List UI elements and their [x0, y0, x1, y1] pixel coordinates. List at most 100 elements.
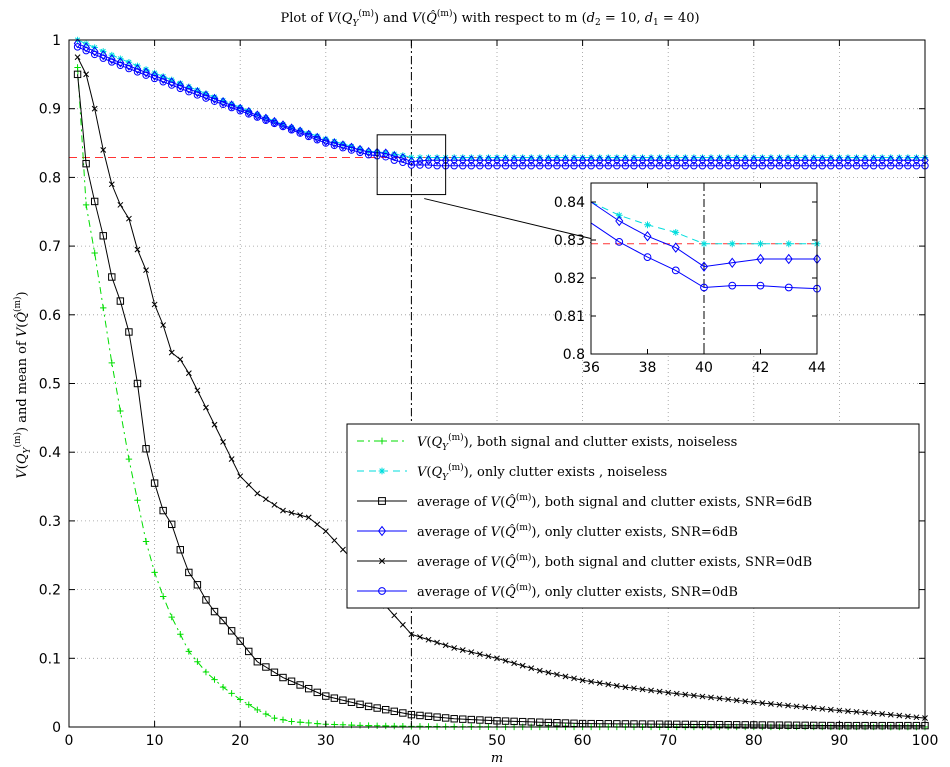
- data-point: [861, 155, 869, 166]
- inset-y-tick-label: 0.8: [563, 347, 585, 363]
- data-point: [784, 721, 792, 729]
- data-point: [862, 709, 868, 716]
- y-tick-label: 0.5: [39, 377, 61, 393]
- data-point: [417, 634, 423, 640]
- data-point: [279, 121, 287, 128]
- y-tick-label: 0.4: [39, 445, 61, 461]
- data-point: [339, 144, 347, 152]
- data-point: [554, 671, 560, 678]
- data-point: [382, 705, 390, 714]
- x-tick-label: 20: [231, 733, 249, 749]
- data-point: [681, 720, 690, 729]
- data-point: [613, 154, 621, 161]
- data-point: [528, 154, 535, 161]
- data-point: [382, 153, 390, 161]
- y-tick-label: 0.8: [39, 170, 61, 186]
- data-point: [715, 162, 724, 170]
- data-point: [339, 696, 347, 704]
- inset-data-point: [728, 240, 736, 248]
- series-6: [73, 43, 929, 170]
- data-point: [82, 42, 90, 53]
- data-point: [501, 162, 510, 170]
- data-point: [347, 142, 356, 153]
- data-point: [159, 593, 167, 600]
- data-point: [613, 162, 621, 170]
- data-point: [159, 78, 167, 86]
- data-point: [160, 322, 167, 329]
- data-point: [288, 509, 295, 516]
- data-point: [116, 297, 125, 305]
- data-point: [784, 155, 792, 166]
- data-point: [159, 506, 167, 515]
- data-point: [510, 154, 518, 161]
- data-point: [331, 537, 338, 544]
- data-point: [767, 154, 775, 161]
- data-point: [330, 141, 339, 150]
- data-point: [844, 162, 852, 170]
- data-point: [518, 155, 527, 166]
- data-point: [724, 154, 732, 161]
- data-point: [535, 155, 544, 166]
- data-point: [227, 103, 236, 112]
- data-point: [458, 155, 467, 166]
- data-point: [305, 719, 312, 727]
- data-point: [185, 370, 192, 377]
- data-point: [167, 77, 176, 88]
- data-point: [116, 57, 125, 68]
- data-point: [801, 162, 809, 170]
- data-point: [681, 162, 690, 170]
- data-point: [887, 721, 895, 730]
- data-point: [314, 132, 321, 140]
- data-point: [579, 677, 586, 684]
- data-point: [622, 154, 629, 161]
- data-point: [297, 512, 304, 519]
- inset-data-point: [644, 221, 651, 229]
- data-point: [810, 721, 818, 730]
- data-point: [391, 150, 398, 158]
- data-point: [313, 132, 322, 143]
- data-point: [758, 162, 767, 170]
- data-point: [210, 607, 219, 616]
- data-point: [485, 154, 492, 161]
- data-point: [545, 154, 552, 161]
- data-point: [99, 50, 108, 61]
- inset-x-tick-label: 40: [695, 360, 713, 376]
- data-point: [168, 613, 175, 621]
- data-point: [518, 162, 527, 170]
- data-point: [759, 154, 766, 161]
- data-point: [544, 155, 553, 166]
- data-point: [90, 46, 99, 57]
- x-tick-label: 70: [659, 733, 677, 749]
- data-point: [767, 162, 775, 170]
- data-point: [604, 155, 613, 166]
- data-point: [347, 698, 356, 706]
- data-point: [647, 154, 655, 161]
- data-point: [125, 60, 133, 71]
- legend-label: average of V(Q̂(m)), only clutter exists…: [417, 522, 738, 540]
- data-point: [750, 699, 757, 706]
- data-point: [237, 473, 244, 480]
- data-point: [536, 718, 544, 726]
- data-point: [570, 154, 578, 161]
- inset-data-point: [784, 253, 793, 265]
- data-point: [904, 721, 912, 730]
- data-point: [733, 154, 740, 161]
- data-point: [725, 696, 732, 703]
- data-point: [313, 688, 321, 697]
- data-point: [313, 136, 321, 144]
- data-point: [639, 686, 646, 693]
- data-point: [125, 455, 133, 463]
- data-point: [125, 64, 133, 73]
- inset-data-point: [615, 211, 623, 219]
- data-point: [450, 155, 459, 166]
- x-tick-label: 90: [830, 733, 848, 749]
- inset-data-point: [615, 215, 624, 227]
- data-point: [570, 155, 578, 166]
- data-point: [382, 149, 389, 156]
- data-point: [750, 154, 757, 161]
- data-point: [382, 722, 389, 730]
- data-point: [793, 154, 800, 161]
- x-tick-label: 0: [65, 733, 74, 749]
- legend-marker: [378, 557, 386, 565]
- legend-label: average of V(Q̂(m)), only clutter exists…: [417, 582, 738, 600]
